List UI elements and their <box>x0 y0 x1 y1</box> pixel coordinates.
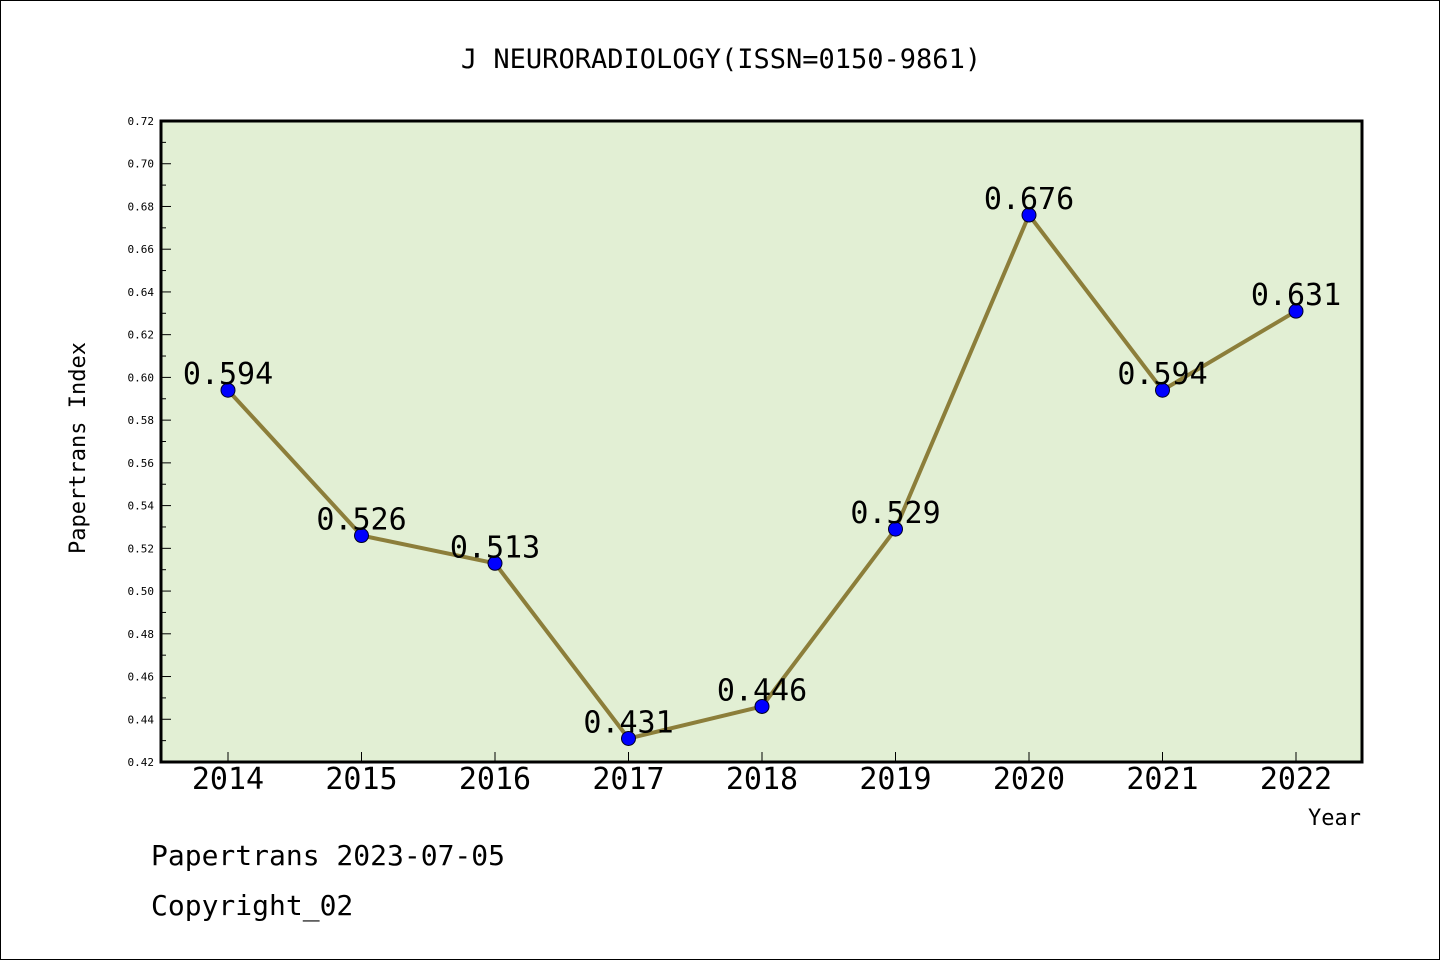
y-tick-label: 0.42 <box>128 756 155 769</box>
data-point <box>354 528 369 544</box>
y-tick-label: 0.46 <box>128 671 155 684</box>
data-label: 0.431 <box>583 705 673 740</box>
y-tick-label: 0.58 <box>128 414 155 427</box>
x-axis-ticks: 2014 2015 2016 2017 2018 2019 2020 2021 2022 <box>192 752 1332 797</box>
x-tick-label: 2014 <box>192 762 264 797</box>
data-point <box>1288 303 1304 319</box>
data-point <box>621 730 636 746</box>
plot-border <box>159 119 1364 764</box>
series-markers <box>220 207 1304 746</box>
y-tick-label: 0.64 <box>128 286 155 299</box>
y-tick-label: 0.60 <box>128 371 155 384</box>
x-tick-label: 2020 <box>993 762 1065 797</box>
y-tick-label: 0.52 <box>128 542 155 555</box>
y-tick-label: 0.68 <box>128 200 155 213</box>
x-tick-label: 2019 <box>859 762 931 797</box>
y-tick-label: 0.44 <box>128 713 155 726</box>
data-labels: 0.594 0.526 0.513 0.431 0.446 0.529 0.676 0.594… <box>183 182 1341 740</box>
y-tick-label: 0.66 <box>128 243 155 256</box>
y-axis-ticks: 0.42 0.44 0.46 0.48 0.50 0.52 0.54 0.56 0.58 0.60… <box>128 115 171 769</box>
data-point <box>888 521 903 537</box>
data-label: 0.594 <box>1117 357 1207 392</box>
y-tick-label: 0.72 <box>128 115 155 128</box>
data-label: 0.529 <box>850 496 940 531</box>
data-point <box>754 698 770 714</box>
x-tick-label: 2015 <box>325 762 397 797</box>
data-label: 0.594 <box>183 357 273 392</box>
x-tick-label: 2017 <box>592 762 664 797</box>
x-axis-label: Year <box>1308 806 1361 831</box>
y-tick-label: 0.62 <box>128 329 155 342</box>
x-tick-label: 2018 <box>726 762 798 797</box>
data-label: 0.526 <box>316 503 406 538</box>
data-label: 0.631 <box>1251 278 1341 313</box>
plot-area <box>161 121 1362 762</box>
y-tick-label: 0.48 <box>128 628 155 641</box>
footer-date: Papertrans 2023-07-05 <box>151 839 505 872</box>
data-label: 0.446 <box>717 673 807 708</box>
y-tick-label: 0.70 <box>128 158 155 171</box>
data-label: 0.513 <box>450 530 540 565</box>
footer-copyright: Copyright_02 <box>151 889 353 923</box>
data-point <box>220 382 236 398</box>
data-point <box>1021 207 1037 223</box>
data-point <box>487 555 503 571</box>
x-tick-label: 2022 <box>1260 762 1332 797</box>
x-tick-label: 2016 <box>459 762 531 797</box>
y-axis-label: Papertrans Index <box>66 342 91 554</box>
data-point <box>1155 382 1170 398</box>
y-tick-label: 0.56 <box>128 457 155 470</box>
chart-title: J NEURORADIOLOGY(ISSN=0150-9861) <box>461 44 981 75</box>
data-label: 0.676 <box>984 182 1074 217</box>
x-tick-label: 2021 <box>1126 762 1198 797</box>
y-tick-label: 0.54 <box>128 500 155 513</box>
y-tick-label: 0.50 <box>128 585 155 598</box>
